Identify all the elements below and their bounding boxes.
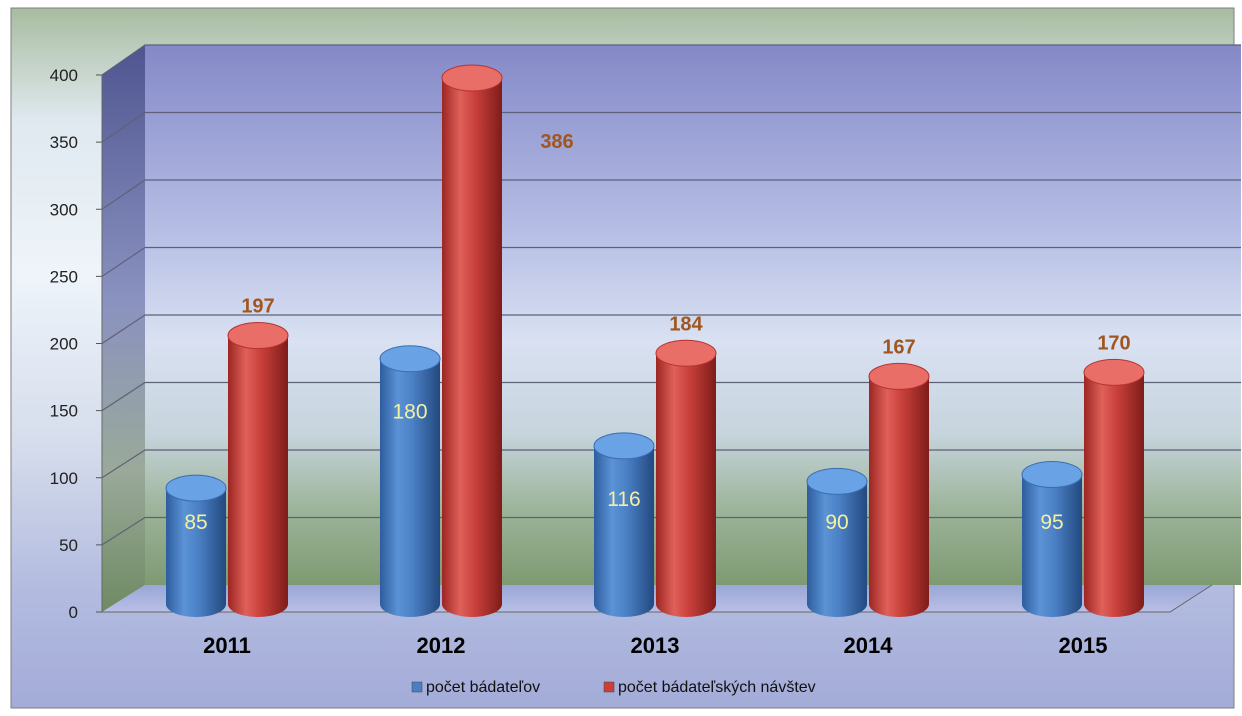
bar-visits-2012: [441, 64, 503, 617]
gridline: [101, 246, 1241, 277]
y-tick-label: 250: [50, 267, 78, 286]
x-tick-label: 2012: [417, 633, 466, 658]
y-tick-label: 350: [50, 133, 78, 152]
legend: počet bádateľov počet bádateľských návšte…: [411, 679, 816, 696]
gridline: [101, 179, 1241, 210]
x-tick-label: 2011: [203, 633, 251, 658]
bars: [165, 64, 1145, 617]
y-tick-label: 50: [59, 536, 78, 555]
x-tick-label: 2013: [631, 633, 680, 658]
data-labels: 85 180 116 90 95 197 386 184 167 170: [184, 131, 1130, 534]
y-tick-label: 400: [50, 66, 78, 85]
y-tick-label: 200: [50, 335, 78, 354]
legend-swatch: [603, 681, 615, 693]
y-tick-label: 300: [50, 200, 78, 219]
bar-researchers-2013: [593, 432, 655, 617]
data-label: 90: [825, 511, 848, 534]
bar-researchers-2015: [1021, 461, 1083, 617]
gridline: [101, 44, 1241, 76]
data-label: 85: [184, 511, 207, 534]
legend-label: počet bádateľov: [426, 679, 540, 696]
bar-researchers-2012: [379, 345, 441, 617]
axes: 0 50 100 150 200 250 300 350 400 2011 2012 2013 2014…: [50, 66, 1213, 658]
data-label: 184: [669, 313, 703, 335]
data-label: 197: [241, 296, 274, 318]
y-tick-label: 0: [69, 603, 78, 622]
data-label: 95: [1040, 511, 1063, 534]
x-tick-label: 2014: [844, 633, 894, 658]
data-label: 116: [607, 488, 640, 511]
data-label: 167: [882, 336, 915, 358]
bar-visits-2014: [868, 362, 930, 617]
gridline: [101, 111, 1241, 143]
data-label: 386: [540, 131, 573, 153]
bar-visits-2013: [655, 339, 717, 617]
bar-researchers-2011: [165, 474, 227, 617]
gridline: [101, 314, 1241, 345]
data-label: 180: [392, 401, 427, 424]
data-label: 170: [1097, 332, 1130, 354]
bar-visits-2015: [1083, 358, 1145, 617]
y-tick-label: 150: [50, 402, 78, 421]
legend-swatch: [411, 681, 423, 693]
y-tick-label: 100: [50, 469, 78, 488]
bar-visits-2011: [227, 322, 289, 617]
legend-label: počet bádateľských návštev: [618, 679, 816, 696]
bar-researchers-2014: [806, 467, 868, 617]
x-tick-label: 2015: [1059, 633, 1108, 658]
